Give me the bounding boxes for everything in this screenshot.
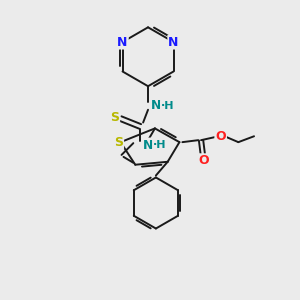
Text: S: S (110, 111, 119, 124)
Text: N: N (151, 99, 161, 112)
Text: N: N (117, 35, 128, 49)
Text: N: N (168, 35, 179, 49)
Text: ·H: ·H (153, 140, 166, 150)
Text: N: N (143, 139, 153, 152)
Text: ·H: ·H (161, 101, 174, 111)
Text: O: O (199, 154, 209, 167)
Text: S: S (114, 136, 123, 148)
Text: O: O (215, 130, 226, 143)
